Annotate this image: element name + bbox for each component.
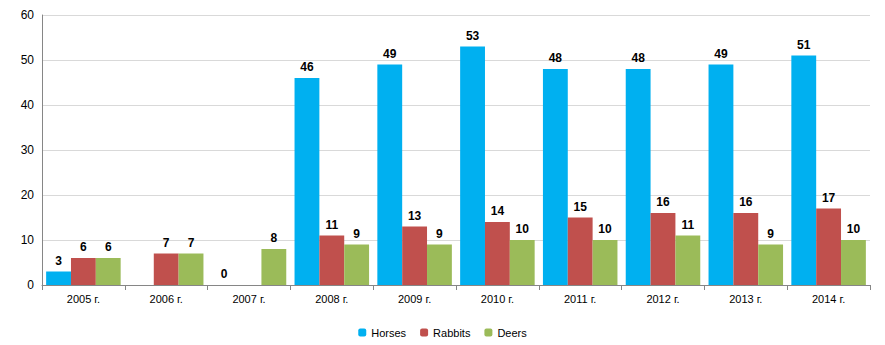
svg-text:2005 г.: 2005 г.: [67, 293, 100, 305]
svg-text:48: 48: [549, 51, 563, 65]
svg-text:30: 30: [21, 143, 35, 157]
svg-text:14: 14: [491, 204, 505, 218]
svg-text:50: 50: [21, 53, 35, 67]
svg-text:48: 48: [631, 51, 645, 65]
svg-text:60: 60: [21, 8, 35, 22]
svg-text:9: 9: [767, 227, 774, 241]
svg-text:0: 0: [27, 278, 34, 292]
svg-text:11: 11: [681, 218, 694, 232]
svg-text:2007 г.: 2007 г.: [232, 293, 265, 305]
svg-text:7: 7: [163, 236, 170, 250]
svg-text:Deers: Deers: [497, 327, 527, 339]
svg-text:Horses: Horses: [371, 327, 406, 339]
svg-text:3: 3: [55, 254, 62, 268]
svg-text:10: 10: [21, 233, 35, 247]
svg-text:6: 6: [105, 240, 112, 254]
svg-text:2006 г.: 2006 г.: [150, 293, 183, 305]
svg-text:0: 0: [221, 267, 228, 281]
svg-text:15: 15: [574, 200, 588, 214]
svg-text:8: 8: [270, 231, 277, 245]
svg-text:20: 20: [21, 188, 35, 202]
svg-text:49: 49: [383, 47, 397, 61]
svg-text:17: 17: [822, 191, 836, 205]
svg-text:10: 10: [598, 222, 612, 236]
svg-text:2012 г.: 2012 г.: [646, 293, 679, 305]
svg-text:13: 13: [408, 209, 422, 223]
svg-text:Rabbits: Rabbits: [433, 327, 471, 339]
svg-text:2008 г.: 2008 г.: [315, 293, 348, 305]
svg-text:16: 16: [739, 195, 753, 209]
svg-text:53: 53: [466, 29, 480, 43]
svg-text:11: 11: [325, 218, 338, 232]
svg-text:10: 10: [847, 222, 861, 236]
svg-text:6: 6: [80, 240, 87, 254]
svg-text:40: 40: [21, 98, 35, 112]
svg-text:2014 г.: 2014 г.: [812, 293, 845, 305]
svg-text:2010 г.: 2010 г.: [481, 293, 514, 305]
svg-text:9: 9: [353, 227, 360, 241]
svg-text:46: 46: [300, 60, 314, 74]
svg-text:10: 10: [516, 222, 530, 236]
svg-text:7: 7: [188, 236, 195, 250]
svg-text:2011 г.: 2011 г.: [564, 293, 596, 305]
svg-text:2013 г.: 2013 г.: [729, 293, 762, 305]
svg-text:49: 49: [714, 47, 728, 61]
svg-text:51: 51: [797, 38, 811, 52]
svg-text:16: 16: [656, 195, 670, 209]
svg-text:2009 г.: 2009 г.: [398, 293, 431, 305]
svg-text:9: 9: [436, 227, 443, 241]
